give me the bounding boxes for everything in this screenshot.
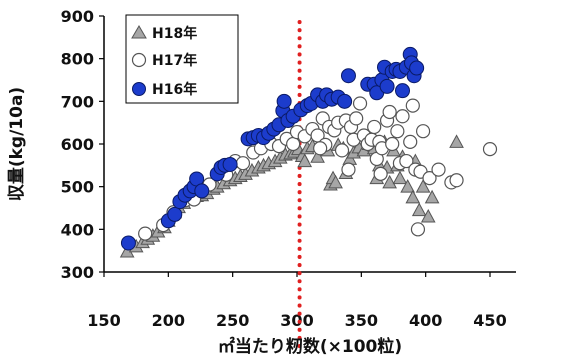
- h17-point: [431, 162, 446, 177]
- y-tick-label: 800: [61, 50, 94, 69]
- h17-point: [385, 136, 400, 152]
- h18-point: [420, 208, 436, 223]
- h17-point: [313, 141, 328, 156]
- y-tick-label: 400: [61, 220, 94, 239]
- h18-point: [449, 134, 464, 148]
- h18-point: [328, 174, 343, 189]
- x-tick-label: 300: [280, 311, 313, 330]
- h17-point: [449, 173, 464, 188]
- h16-point: [276, 93, 292, 109]
- h17-point: [235, 156, 251, 171]
- h17-point: [334, 143, 350, 158]
- h18-point: [405, 189, 421, 204]
- series-h17: [138, 96, 498, 241]
- h18-point: [382, 174, 397, 189]
- h18-point: [297, 153, 313, 168]
- series-h16: [120, 46, 425, 251]
- legend-marker-h17: [131, 52, 147, 68]
- series-h18: [119, 134, 464, 258]
- h17-point: [382, 104, 397, 120]
- h17-point: [405, 98, 420, 113]
- h17-point: [373, 166, 388, 181]
- y-tick-label: 500: [61, 178, 94, 197]
- h16-point: [409, 60, 425, 76]
- y-tick-label: 700: [61, 92, 94, 111]
- legend-marker-h18: [131, 25, 147, 39]
- x-tick-label: 450: [473, 311, 506, 330]
- x-tick-label: 350: [345, 311, 378, 330]
- h17-point: [415, 124, 431, 139]
- h16-point: [395, 83, 411, 99]
- h17-point: [410, 222, 426, 237]
- y-tick-label: 900: [61, 7, 94, 26]
- legend-label-h18: H18年: [152, 25, 197, 42]
- h17-point: [403, 134, 418, 149]
- h16-point: [194, 183, 210, 199]
- h16-point: [340, 68, 356, 84]
- y-tick-label: 300: [61, 263, 94, 282]
- x-tick-label: 150: [87, 311, 120, 330]
- h17-point: [399, 153, 414, 169]
- h16-point: [167, 206, 183, 222]
- h16-point: [222, 156, 238, 172]
- y-tick-label: 600: [61, 135, 94, 154]
- x-tick-label: 400: [409, 311, 442, 330]
- x-axis-label: ㎡当たり籾数(×100粒): [218, 336, 402, 357]
- h16-point: [120, 235, 136, 251]
- h16-point: [337, 93, 353, 109]
- legend-marker-h16: [132, 82, 146, 96]
- legend: H18年 H17年 H16年: [125, 14, 239, 104]
- h17-point: [138, 226, 153, 241]
- y-ticks: 300 400 500 600 700 800 900: [61, 7, 104, 282]
- h17-point: [286, 136, 301, 152]
- x-ticks: 150 200 250 300 350 400 450: [87, 272, 507, 330]
- h17-point: [422, 171, 437, 186]
- y-axis-label: 収量(kg/10a): [6, 87, 27, 201]
- legend-label-h17: H17年: [152, 52, 197, 69]
- h17-point: [349, 111, 364, 126]
- h17-point: [352, 96, 368, 111]
- h17-point: [367, 119, 382, 135]
- x-tick-label: 200: [152, 311, 185, 330]
- h18-point: [400, 179, 415, 193]
- h18-point: [392, 170, 408, 185]
- h18-point: [411, 202, 427, 217]
- h17-point: [395, 109, 410, 124]
- x-tick-label: 250: [216, 311, 249, 330]
- legend-label-h16: H16年: [152, 81, 197, 98]
- h18-point: [415, 179, 431, 193]
- h18-point: [424, 189, 440, 204]
- h17-point: [341, 162, 356, 177]
- h17-point: [482, 142, 498, 157]
- h16-point: [379, 78, 395, 94]
- h17-point: [390, 124, 405, 139]
